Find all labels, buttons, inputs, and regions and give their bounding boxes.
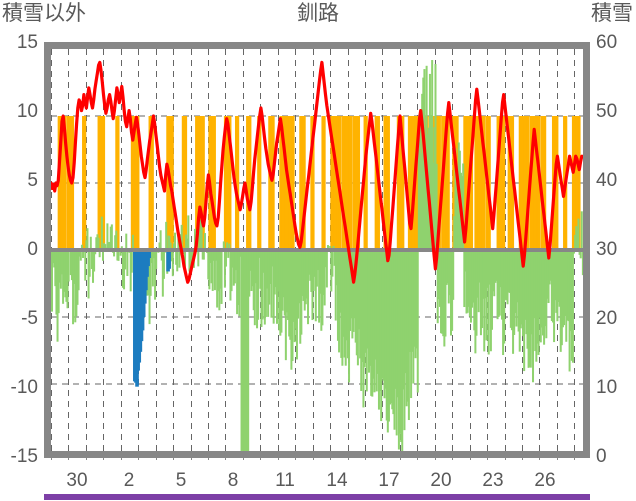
x-axis-tick — [68, 451, 69, 460]
x-axis-tick — [51, 451, 52, 460]
x-tick-label: 30 — [66, 470, 88, 491]
plot-canvas — [51, 49, 583, 451]
x-axis-tick — [121, 451, 122, 460]
x-axis-tick — [435, 451, 436, 460]
x-tick-label: 5 — [175, 470, 187, 491]
x-tick-label: 20 — [430, 470, 452, 491]
left-axis-title: 積雪以外 — [2, 2, 86, 25]
y-tick-label: 5 — [27, 170, 38, 191]
x-axis-tick — [173, 451, 174, 460]
x-tick-label: 14 — [326, 470, 348, 491]
x-axis-tick — [487, 451, 488, 460]
x-axis-tick — [156, 451, 157, 460]
y2-tick-label: 20 — [596, 308, 618, 329]
x-axis-tick — [417, 451, 418, 460]
y2-tick-label: 50 — [596, 101, 618, 122]
right-axis-title: 積雪 — [591, 2, 633, 25]
x-tick-label: 26 — [534, 470, 556, 491]
x-axis-tick — [243, 451, 244, 460]
x-axis-tick — [138, 451, 139, 460]
y2-tick-label: 60 — [596, 32, 618, 53]
y-tick-label: 10 — [16, 101, 38, 122]
x-axis-tick — [574, 451, 575, 460]
x-axis-tick — [382, 451, 383, 460]
y-tick-label: -15 — [10, 446, 38, 467]
x-tick-label: 17 — [378, 470, 400, 491]
x-axis-tick — [86, 451, 87, 460]
x-tick-label: 23 — [482, 470, 504, 491]
chart-svg — [51, 49, 583, 451]
x-tick-label: 8 — [227, 470, 239, 491]
x-axis-tick — [400, 451, 401, 460]
x-axis-tick — [260, 451, 261, 460]
plot-area — [44, 42, 590, 500]
x-axis-tick — [208, 451, 209, 460]
y2-tick-label: 40 — [596, 170, 618, 191]
x-axis-tick — [557, 451, 558, 460]
y-tick-label: -5 — [21, 308, 38, 329]
x-axis-tick — [348, 451, 349, 460]
y2-tick-label: 30 — [596, 239, 618, 260]
y-tick-label: 0 — [27, 239, 38, 260]
x-axis-tick — [470, 451, 471, 460]
x-axis-tick — [313, 451, 314, 460]
x-axis-tick — [452, 451, 453, 460]
x-axis-tick — [191, 451, 192, 460]
snow-depth-line — [44, 494, 590, 500]
x-axis-tick — [295, 451, 296, 460]
y-tick-label: 15 — [16, 32, 38, 53]
x-tick-label: 11 — [275, 470, 295, 491]
x-axis-tick — [505, 451, 506, 460]
x-axis-tick — [539, 451, 540, 460]
x-axis-tick — [278, 451, 279, 460]
y-tick-label: -10 — [10, 377, 38, 398]
x-axis-tick — [522, 451, 523, 460]
x-tick-label: 2 — [123, 470, 135, 491]
x-axis-tick — [365, 451, 366, 460]
x-axis-tick — [225, 451, 226, 460]
x-axis-tick — [103, 451, 104, 460]
y2-tick-label: 0 — [596, 446, 607, 467]
x-axis-tick — [330, 451, 331, 460]
chart-title: 釧路 — [297, 2, 339, 25]
y2-tick-label: 10 — [596, 377, 618, 398]
